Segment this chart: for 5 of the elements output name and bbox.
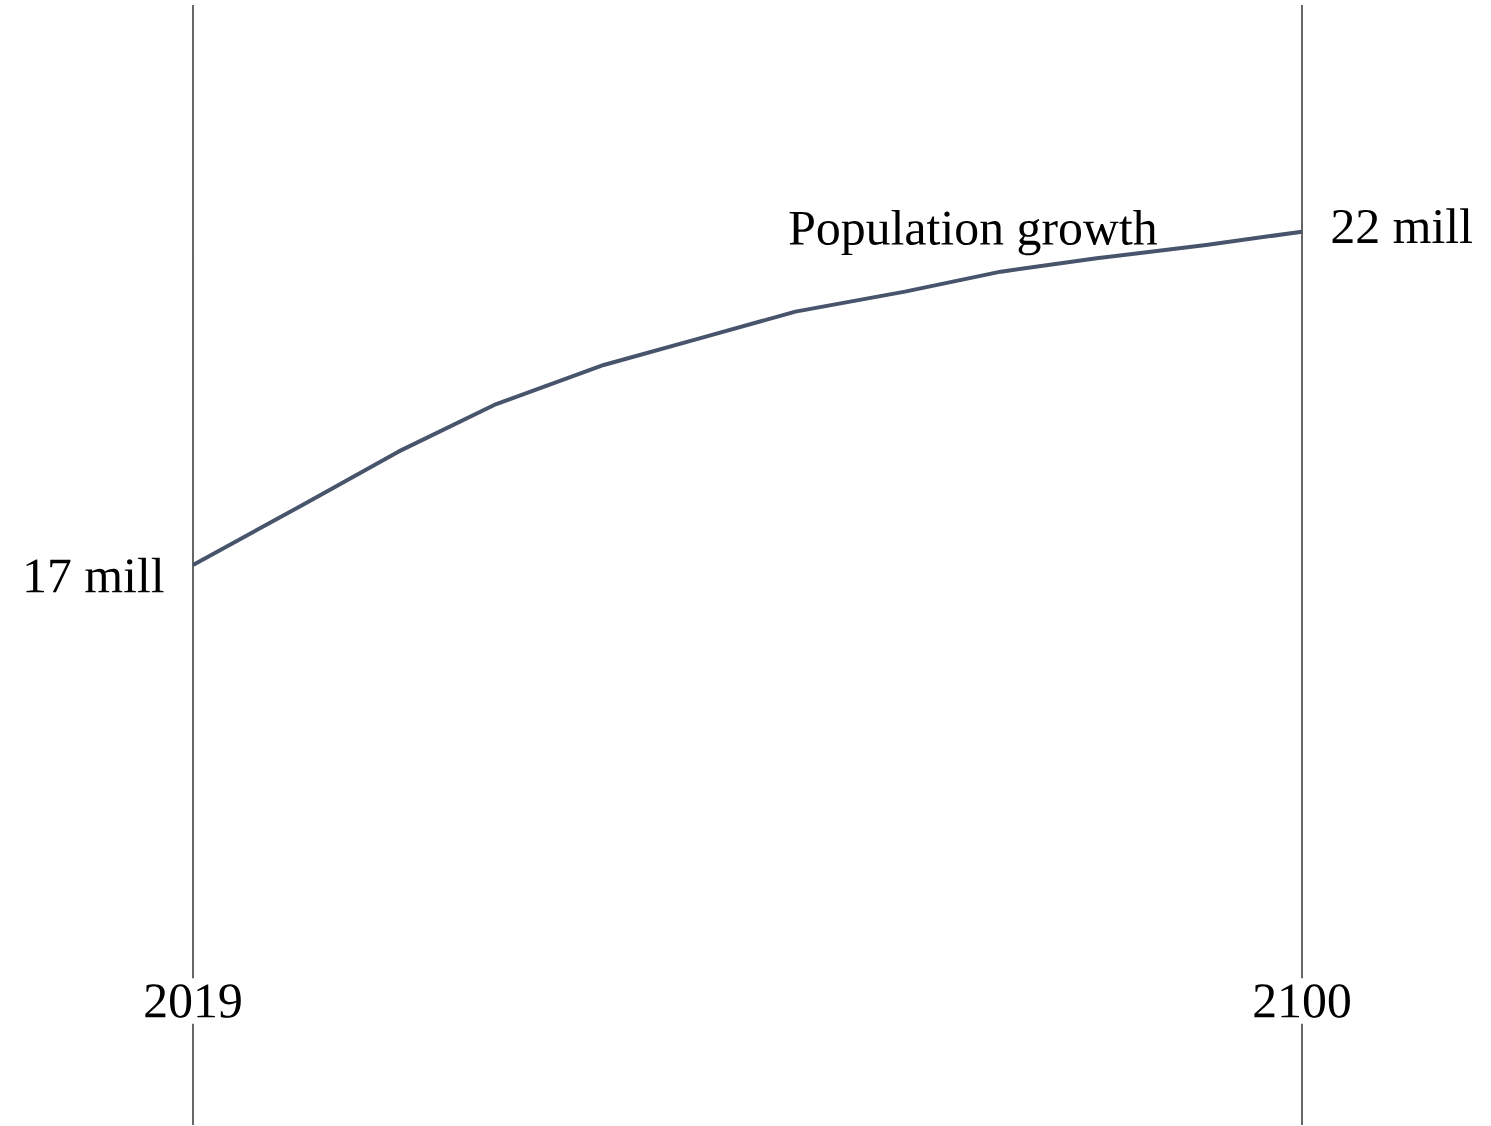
x-tick-label: 2019	[145, 984, 241, 1019]
x-tick-label: 2100	[1254, 984, 1350, 1019]
data-label: 17 mill	[26, 557, 164, 593]
series-label: Population growth	[789, 210, 1157, 256]
data-label: 22 mill	[1332, 208, 1472, 244]
